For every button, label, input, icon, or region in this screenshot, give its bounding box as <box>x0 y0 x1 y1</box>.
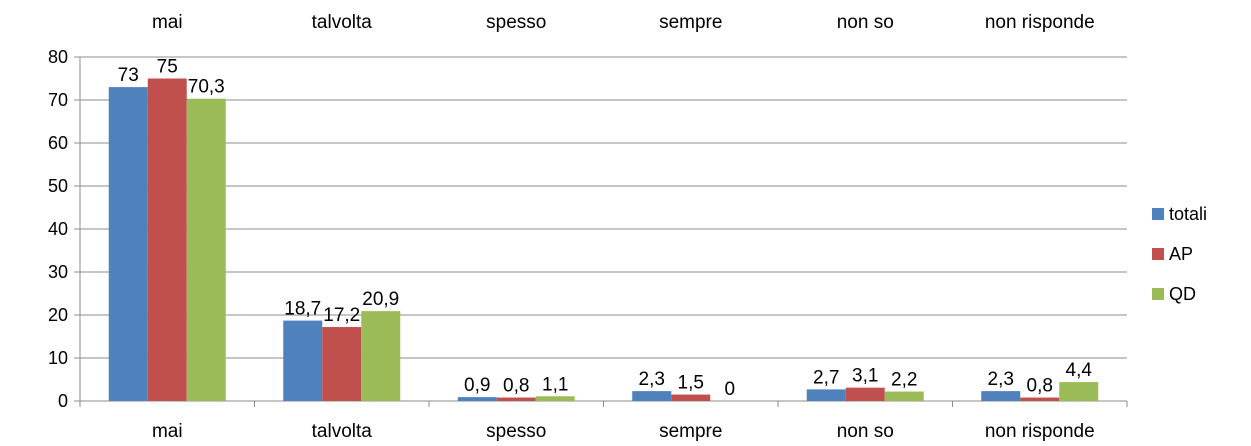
y-tick-label: 30 <box>48 262 68 282</box>
bar-qd <box>884 391 924 401</box>
legend-swatch <box>1152 288 1164 300</box>
bar-totali <box>108 87 148 401</box>
bar-qd <box>1059 382 1099 401</box>
legend: totali AP QD <box>1152 204 1207 304</box>
data-label: 75 <box>157 57 178 78</box>
x-category-label: talvolta <box>312 421 373 442</box>
y-tick-label: 40 <box>48 219 68 239</box>
bar-totali <box>806 389 846 401</box>
bar-qd <box>186 98 226 402</box>
bar-ap <box>147 78 187 401</box>
data-label: 0,8 <box>1027 376 1053 397</box>
data-label: 0,8 <box>503 376 529 397</box>
data-label: 2,3 <box>988 369 1014 390</box>
data-labels: 73 75 70,3 18,7 17,220,9 0,9 0,8 1,1 2,3 1,5 0 2,7 3… <box>118 57 1093 401</box>
legend-label: AP <box>1169 244 1193 264</box>
legend-swatch <box>1152 248 1164 260</box>
top-category-label: talvolta <box>312 12 373 33</box>
y-tick-label: 20 <box>48 305 68 325</box>
bar-ap <box>671 394 711 401</box>
data-label: 2,3 <box>639 369 665 390</box>
bar-totali <box>457 397 497 401</box>
data-label: 17,2 <box>323 305 360 326</box>
bar-totali <box>981 391 1021 401</box>
bar-ap <box>322 327 362 401</box>
data-label: 2,2 <box>891 370 917 391</box>
x-category-label: mai <box>152 421 183 442</box>
y-axis-tick-labels: 0 10 20 30 40 50 60 70 80 <box>48 47 68 411</box>
y-tick-label: 0 <box>58 391 68 411</box>
data-label: 70,3 <box>188 77 225 98</box>
legend-swatch <box>1152 208 1164 220</box>
top-category-label: spesso <box>486 12 546 33</box>
top-category-label: non risponde <box>985 12 1095 33</box>
data-label: 0 <box>724 379 735 400</box>
bar-qd <box>361 311 401 401</box>
y-tick-label: 50 <box>48 176 68 196</box>
y-tick-label: 70 <box>48 90 68 110</box>
data-label: 4,4 <box>1066 360 1093 381</box>
bars <box>108 78 1099 402</box>
legend-label: QD <box>1169 284 1196 304</box>
axes <box>74 56 1128 407</box>
x-category-label: non risponde <box>985 421 1095 442</box>
data-label: 3,1 <box>852 366 878 387</box>
data-label: 20,9 <box>362 289 399 310</box>
x-category-label: sempre <box>659 421 722 442</box>
bar-ap <box>845 387 885 401</box>
top-category-label: sempre <box>659 12 722 33</box>
data-label: 18,7 <box>284 299 321 320</box>
bar-totali <box>632 391 672 401</box>
data-label: 1,5 <box>678 373 704 394</box>
data-label: 2,7 <box>813 367 839 388</box>
data-label: 73 <box>118 65 139 86</box>
top-category-label: non so <box>837 12 894 33</box>
legend-label: totali <box>1169 204 1207 224</box>
y-tick-label: 60 <box>48 133 68 153</box>
x-category-label: non so <box>837 421 894 442</box>
bar-ap <box>496 397 536 401</box>
bar-ap <box>1020 397 1060 401</box>
y-tick-label: 80 <box>48 47 68 67</box>
top-category-labels: mai talvolta spesso sempre non so non rispond… <box>152 12 1095 33</box>
data-label: 0,9 <box>464 375 490 396</box>
y-tick-label: 10 <box>48 348 68 368</box>
bar-qd <box>535 396 575 401</box>
top-category-label: mai <box>152 12 183 33</box>
bar-totali <box>283 320 323 401</box>
x-category-label: spesso <box>486 421 546 442</box>
data-label: 1,1 <box>542 374 568 395</box>
x-axis-category-labels: mai talvolta spesso sempre non so non rispond… <box>152 421 1095 442</box>
gridlines <box>80 56 1127 359</box>
